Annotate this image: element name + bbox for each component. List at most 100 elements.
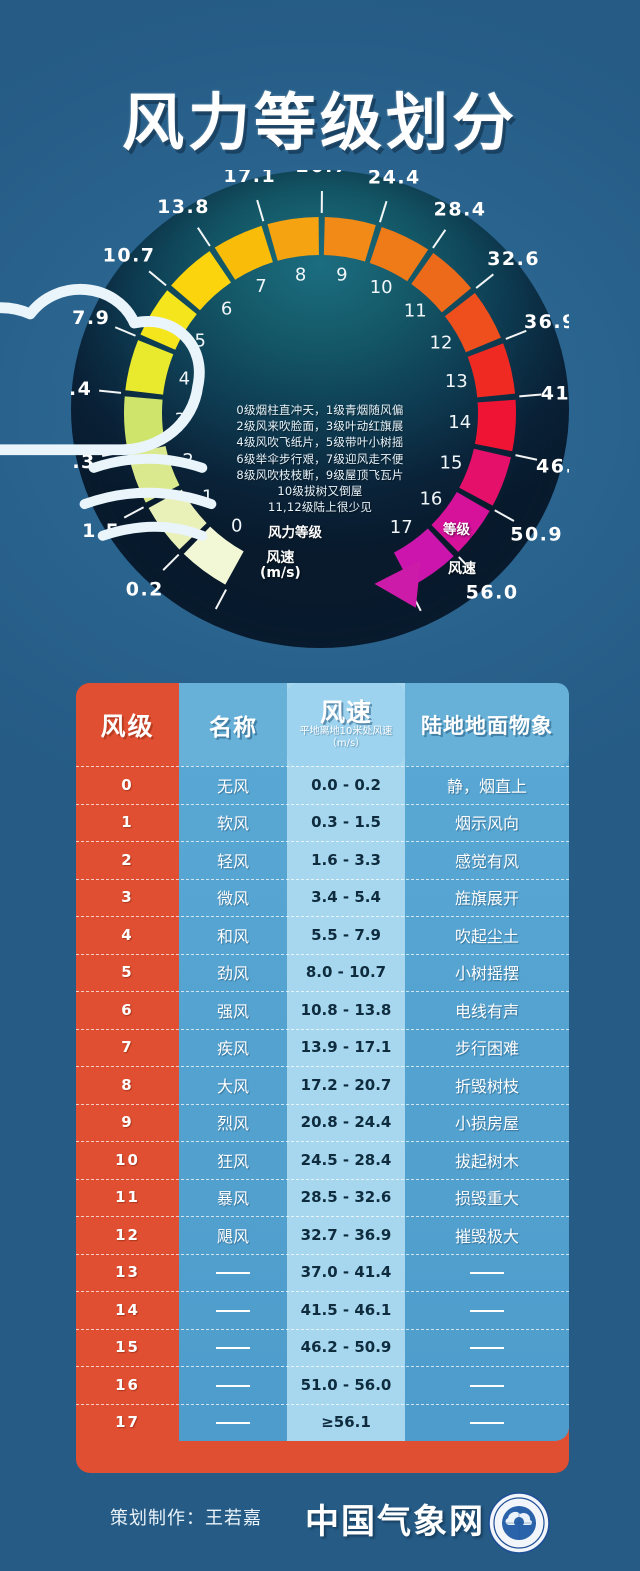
cell-name [179,1375,287,1394]
empty-dash [216,1309,250,1312]
cloud-wind-icon [0,283,217,541]
cell-grade: 10 [115,1150,140,1169]
row-separator [76,1366,569,1367]
table-name-header-bg [179,683,287,766]
gauge-speed-label: 7.9 [72,307,110,329]
table-row: 4 和风 5.5 - 7.9 吹起尘土 [76,916,569,954]
cell-speed: 32.7 - 36.9 [300,1225,392,1244]
gauge-speed-label: 17.1 [223,170,276,187]
gauge-speed-label: 28.4 [434,198,487,220]
gauge-speed-label: 5.4 [71,378,92,400]
row-separator [76,1291,569,1292]
cell-grade: 1 [121,813,134,832]
gauge-level-label: 13 [445,371,468,392]
table-row: 0 无风 0.0 - 0.2 静，烟直上 [76,766,569,804]
center-line: 10级拔树又倒屋 [277,484,363,499]
cell-speed: 24.5 - 28.4 [300,1150,392,1169]
gauge-segment [183,526,244,585]
gauge-outer-ticks [99,190,542,612]
cell-grade: 7 [121,1038,134,1057]
row-separator [76,1253,569,1255]
cell-name: 微风 [216,889,249,909]
gauge-tick [519,393,542,398]
cell-name [179,1413,287,1432]
cell-grade: 17 [115,1413,140,1432]
gauge-segment [214,225,273,280]
gauge-tick [256,199,265,222]
cell-name: 暴风 [216,1189,249,1209]
cell-grade: 0 [121,775,134,794]
wind-scale-table: 风级 名称 风速 平地离地10米处风速 （m/s） 陆地地面物象 0 无风 0.0 … [76,683,569,1473]
gauge-tick [162,553,180,571]
center-line: 11,12级陆上很少见 [267,500,373,515]
cell-name: 大风 [216,1076,249,1096]
cell-observation: 静，烟直上 [446,776,527,796]
row-separator [76,803,569,805]
cell-name: 无风 [216,776,249,796]
cell-observation: 摧毁极大 [454,1226,519,1246]
gauge-speed-label: 10.7 [103,245,156,267]
gauge-tick [379,200,388,223]
cell-observation: 吹起尘土 [454,926,519,946]
cell-grade: 5 [121,963,134,982]
table-row: 10 狂风 24.5 - 28.4 拔起树木 [76,1141,569,1179]
gauge-pointer [374,560,421,608]
cell-observation: 感觉有风 [454,851,519,871]
row-separator [76,916,569,917]
table-row: 14 41.5 - 46.1 [76,1291,569,1329]
cma-logo-icon [488,1492,550,1554]
table-speed-column [287,683,405,1441]
title-container: 风力等级划分 [0,72,640,162]
cell-speed: 1.6 - 3.3 [311,850,381,869]
gauge-label-speed-right: 风速 [448,561,476,577]
gauge-tick [123,506,145,519]
table-row: 7 疾风 13.9 - 17.1 步行困难 [76,1028,569,1067]
cell-observation: 拔起树木 [454,1151,519,1171]
cell-grade: 8 [121,1075,134,1094]
gauge-level-label: 7 [255,276,266,297]
cell-speed: 41.5 - 46.1 [300,1300,392,1319]
header-speed-sub2: （m/s） [326,738,366,749]
cell-grade: 11 [115,1188,140,1207]
table-speed-header-bg [287,683,405,766]
gauge-speed-label: 41.4 [541,382,569,404]
center-line: 6级举伞步行艰，7级迎风走不便 [236,451,404,466]
gauge-tick [515,454,538,461]
gauge-tick [432,229,447,249]
table-row: 11 暴风 28.5 - 32.6 损毁重大 [76,1178,569,1217]
row-separator [76,766,569,767]
header-speed-main: 风速 [319,697,372,727]
cell-speed: 10.8 - 13.8 [300,1000,392,1019]
gauge-speed-label: 20.7 [296,170,349,177]
cell-name: 强风 [216,1001,249,1021]
cell-name: 轻风 [216,851,249,871]
gauge-segment [369,226,429,282]
gauge-label-level: 等级 [443,522,470,538]
gauge-segment [431,492,490,552]
page-title: 风力等级划分 [121,86,518,159]
cell-grade: 13 [115,1263,140,1282]
cell-name [179,1338,287,1357]
cell-grade: 14 [115,1300,140,1319]
cell-observation: 步行困难 [454,1039,519,1059]
gauge-tick [99,389,122,394]
cell-grade: 4 [121,925,134,944]
table-row: 3 微风 3.4 - 5.4 旌旗展开 [76,878,569,917]
cell-speed: 5.5 - 7.9 [311,925,381,944]
cell-grade: 3 [121,888,134,907]
gauge-level-label: 17 [390,517,413,538]
cell-speed: 0.3 - 1.5 [311,813,381,832]
cell-observation: 小树摇摆 [454,964,519,984]
cell-speed: 51.0 - 56.0 [300,1375,392,1394]
cell-speed: 20.8 - 24.4 [300,1113,392,1132]
cell-speed: 0.0 - 0.2 [311,775,381,794]
gauge-label-wind-level: 风力等级 [268,525,322,541]
gauge-speed-label: 0.2 [126,579,164,601]
table-row: 1 软风 0.3 - 1.5 烟示风向 [76,803,569,842]
center-line: 8级风吹枝枝断，9级屋顶飞瓦片 [236,467,404,482]
cell-name: 疾风 [216,1039,249,1059]
gauge-speed-label: 46.1 [536,455,569,477]
gauge-speed-label: 56.0 [466,582,519,604]
cell-speed: 46.2 - 50.9 [300,1338,392,1357]
